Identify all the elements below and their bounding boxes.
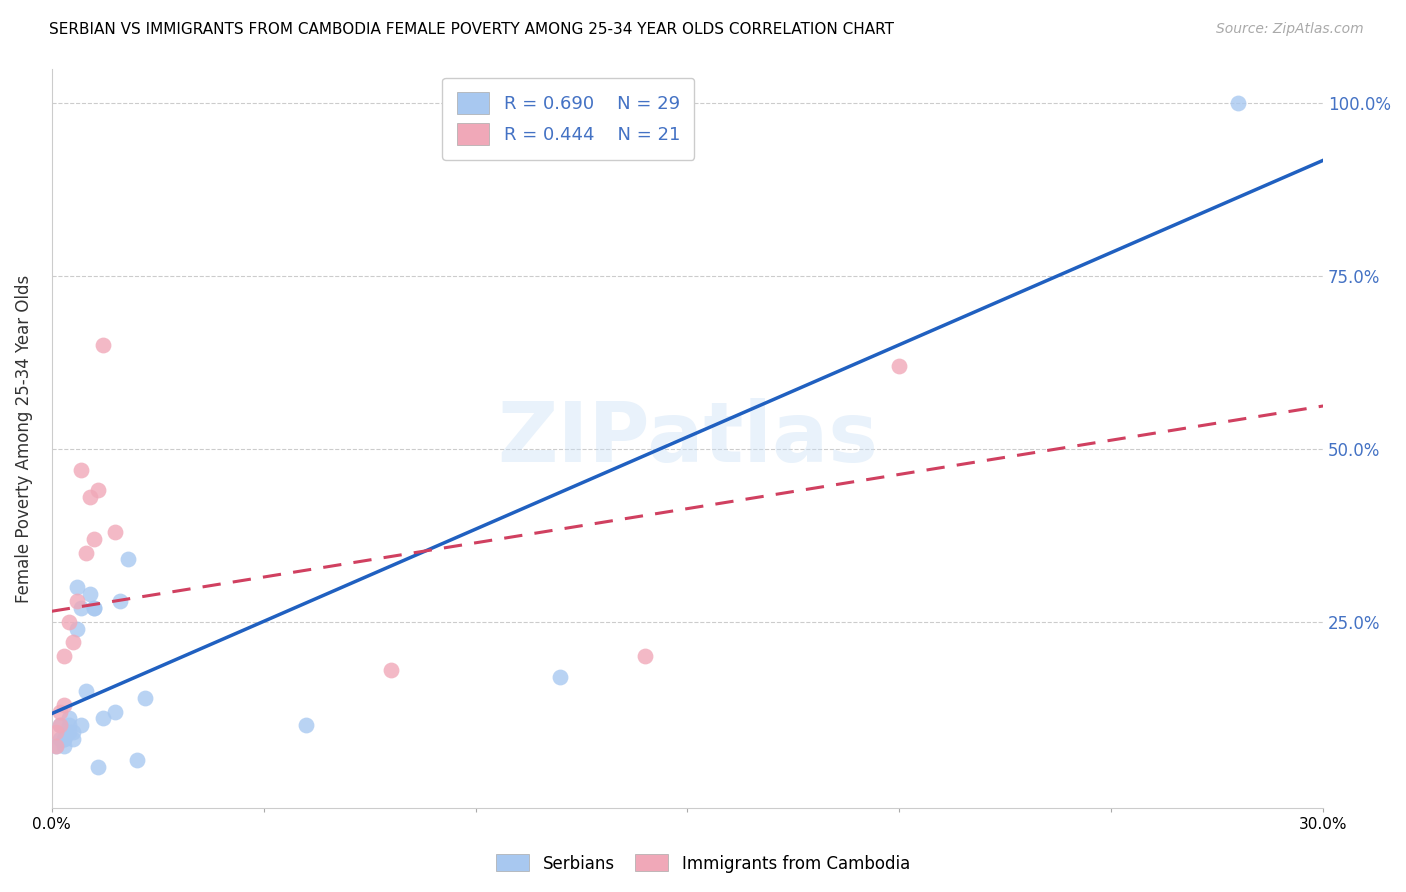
Point: [83, 600, 105, 615]
Point: [91, 711, 114, 725]
Point: [58, 615, 80, 629]
Y-axis label: Female Poverty Among 25-34 Year Olds: Female Poverty Among 25-34 Year Olds: [15, 275, 32, 603]
Point: [53, 698, 76, 712]
Point: [889, 359, 911, 373]
Point: [70, 600, 93, 615]
Point: [53, 732, 76, 747]
Point: [66, 580, 89, 594]
Point: [104, 705, 127, 719]
Point: [1227, 96, 1250, 111]
Point: [125, 753, 148, 767]
Point: [62, 635, 84, 649]
Point: [117, 552, 139, 566]
Point: [62, 732, 84, 747]
Point: [49, 732, 72, 747]
Point: [83, 532, 105, 546]
Point: [45, 739, 67, 753]
Legend: R = 0.690    N = 29, R = 0.444    N = 21: R = 0.690 N = 29, R = 0.444 N = 21: [443, 78, 695, 160]
Point: [49, 718, 72, 732]
Point: [58, 711, 80, 725]
Point: [79, 490, 101, 504]
Text: ZIPatlas: ZIPatlas: [496, 398, 877, 479]
Point: [108, 594, 131, 608]
Point: [104, 524, 127, 539]
Text: Source: ZipAtlas.com: Source: ZipAtlas.com: [1216, 22, 1364, 37]
Point: [550, 670, 572, 684]
Point: [45, 739, 67, 753]
Text: SERBIAN VS IMMIGRANTS FROM CAMBODIA FEMALE POVERTY AMONG 25-34 YEAR OLDS CORRELA: SERBIAN VS IMMIGRANTS FROM CAMBODIA FEMA…: [49, 22, 894, 37]
Point: [75, 683, 97, 698]
Point: [70, 462, 93, 476]
Point: [49, 718, 72, 732]
Point: [380, 663, 402, 677]
Point: [70, 718, 93, 732]
Point: [62, 725, 84, 739]
Point: [53, 732, 76, 747]
Point: [87, 760, 110, 774]
Point: [134, 690, 156, 705]
Point: [83, 600, 105, 615]
Point: [75, 545, 97, 559]
Point: [66, 622, 89, 636]
Point: [49, 705, 72, 719]
Point: [91, 338, 114, 352]
Point: [53, 649, 76, 664]
Point: [53, 739, 76, 753]
Point: [634, 649, 657, 664]
Point: [45, 725, 67, 739]
Point: [79, 587, 101, 601]
Point: [66, 594, 89, 608]
Point: [87, 483, 110, 498]
Point: [58, 718, 80, 732]
Legend: Serbians, Immigrants from Cambodia: Serbians, Immigrants from Cambodia: [489, 847, 917, 880]
Point: [58, 725, 80, 739]
Point: [295, 718, 318, 732]
